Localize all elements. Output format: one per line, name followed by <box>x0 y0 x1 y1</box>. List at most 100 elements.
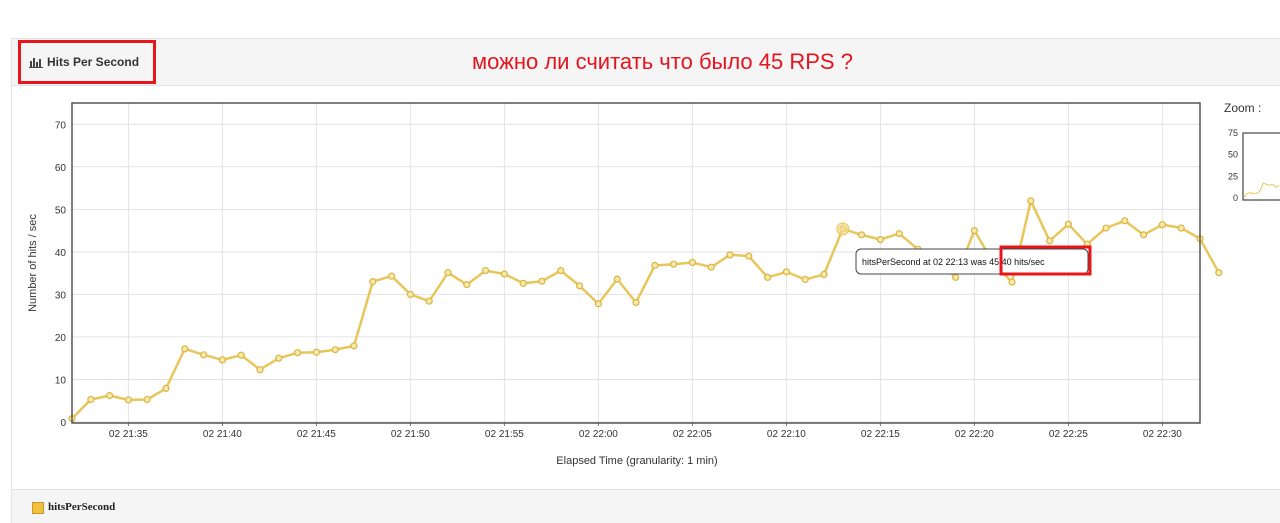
y-tick-labels: 0 10 20 30 40 50 60 70 <box>55 120 67 429</box>
zoom-y-tick-label: 75 <box>1228 128 1238 138</box>
data-point[interactable] <box>218 356 226 364</box>
data-point[interactable] <box>331 346 339 354</box>
data-point[interactable] <box>1027 197 1035 205</box>
data-point[interactable] <box>1215 269 1223 277</box>
data-point[interactable] <box>726 251 734 259</box>
data-point[interactable] <box>1064 220 1073 228</box>
x-tick-label: 02 22:15 <box>861 429 900 440</box>
data-point[interactable] <box>594 300 603 308</box>
data-point[interactable] <box>369 278 377 286</box>
tooltip: hitsPerSecond at 02 22:13 was 45.40 hits… <box>855 245 1092 276</box>
y-tick-label: 30 <box>55 290 67 301</box>
bar-chart-icon <box>29 58 43 68</box>
data-point[interactable] <box>500 270 508 278</box>
data-point[interactable] <box>763 273 772 281</box>
y-tick-label: 20 <box>55 333 67 344</box>
zoom-series-line <box>1243 182 1280 198</box>
x-tick-label: 02 22:20 <box>955 429 994 440</box>
zoom-y-ticks: 0 25 50 75 <box>1228 128 1238 203</box>
tooltip-text-value: s 45.40 hits/sec <box>982 257 1045 267</box>
data-point[interactable] <box>1102 224 1110 232</box>
data-point[interactable] <box>256 366 264 374</box>
data-point[interactable] <box>688 258 697 267</box>
data-point[interactable] <box>745 252 753 260</box>
data-point[interactable] <box>669 260 678 268</box>
zoom-y-tick-label: 25 <box>1228 171 1238 181</box>
data-point[interactable] <box>557 266 565 275</box>
panel-title-box[interactable]: Hits Per Second <box>18 40 156 84</box>
data-point[interactable] <box>538 277 546 285</box>
data-point[interactable] <box>162 384 170 392</box>
data-point[interactable] <box>200 351 208 359</box>
y-tick-label: 60 <box>55 163 67 174</box>
data-point[interactable] <box>406 290 414 298</box>
data-point[interactable] <box>707 263 715 271</box>
data-point[interactable] <box>482 266 490 275</box>
data-point[interactable] <box>613 275 621 283</box>
zoom-frame[interactable] <box>1242 132 1280 201</box>
y-axis-label: Number of hits / sec <box>27 214 39 312</box>
legend-swatch[interactable] <box>32 502 44 514</box>
panel-title: Hits Per Second <box>47 55 140 69</box>
data-point[interactable] <box>237 351 245 359</box>
data-point[interactable] <box>312 348 320 356</box>
data-point[interactable] <box>519 279 527 287</box>
y-gridlines <box>72 123 1200 423</box>
data-point[interactable] <box>388 272 396 280</box>
data-point[interactable] <box>143 395 151 404</box>
data-point[interactable] <box>463 281 471 289</box>
x-tick-label: 02 21:40 <box>203 429 242 440</box>
data-point[interactable] <box>425 297 433 305</box>
x-axis-label: Elapsed Time (granularity: 1 min) <box>556 455 717 467</box>
x-tick-label: 02 21:45 <box>297 429 336 440</box>
zoom-y-tick-label: 0 <box>1233 193 1238 203</box>
series-hitsPerSecond[interactable] <box>68 197 1223 423</box>
y-tick-label: 70 <box>55 120 67 131</box>
x-tick-label: 02 22:05 <box>673 429 712 440</box>
data-point[interactable] <box>124 396 132 404</box>
y-tick-label: 40 <box>55 248 67 259</box>
data-point[interactable] <box>970 227 979 235</box>
data-point[interactable] <box>181 345 189 353</box>
data-point[interactable] <box>782 268 791 276</box>
data-point[interactable] <box>1177 224 1185 232</box>
data-point[interactable] <box>275 354 283 362</box>
x-tick-label: 02 21:50 <box>391 429 430 440</box>
data-point[interactable] <box>876 235 885 244</box>
data-point[interactable] <box>105 392 114 400</box>
data-point[interactable] <box>294 349 302 357</box>
x-tick-label: 02 22:30 <box>1143 429 1182 440</box>
tooltip-text-prefix: hitsPerSecond at 02 22:13 wa <box>862 257 982 267</box>
zoom-label: Zoom : <box>1224 101 1261 115</box>
plot-frame <box>71 102 1201 424</box>
data-point[interactable] <box>1139 231 1148 239</box>
data-point[interactable] <box>350 342 358 350</box>
y-tick-label: 0 <box>60 418 66 429</box>
data-point[interactable] <box>820 270 828 279</box>
data-point[interactable] <box>1121 217 1129 225</box>
data-point[interactable] <box>1158 221 1167 229</box>
y-tick-label: 50 <box>55 205 67 216</box>
x-tick-label: 02 22:10 <box>767 429 806 440</box>
data-point[interactable] <box>1008 278 1016 286</box>
y-tick-label: 10 <box>55 375 67 386</box>
data-point[interactable] <box>857 231 866 239</box>
data-point[interactable] <box>801 275 809 284</box>
legend-label[interactable]: hitsPerSecond <box>48 501 116 513</box>
data-point[interactable] <box>1045 237 1054 245</box>
tooltip-highlight-box <box>999 245 1092 276</box>
data-point[interactable] <box>951 273 960 281</box>
x-tick-label: 02 22:00 <box>579 429 618 440</box>
zoom-panel[interactable]: Zoom : 0 25 50 75 <box>1224 101 1280 203</box>
data-point[interactable] <box>444 269 452 277</box>
x-tick-label: 02 21:55 <box>485 429 524 440</box>
data-point[interactable] <box>575 282 584 290</box>
data-point[interactable] <box>895 229 903 238</box>
data-point[interactable] <box>87 395 95 404</box>
data-point[interactable] <box>651 261 659 270</box>
tooltip-box <box>855 248 1089 275</box>
x-tick-label: 02 21:35 <box>109 429 148 440</box>
hovered-data-point[interactable] <box>836 222 850 236</box>
data-point[interactable] <box>632 298 640 307</box>
